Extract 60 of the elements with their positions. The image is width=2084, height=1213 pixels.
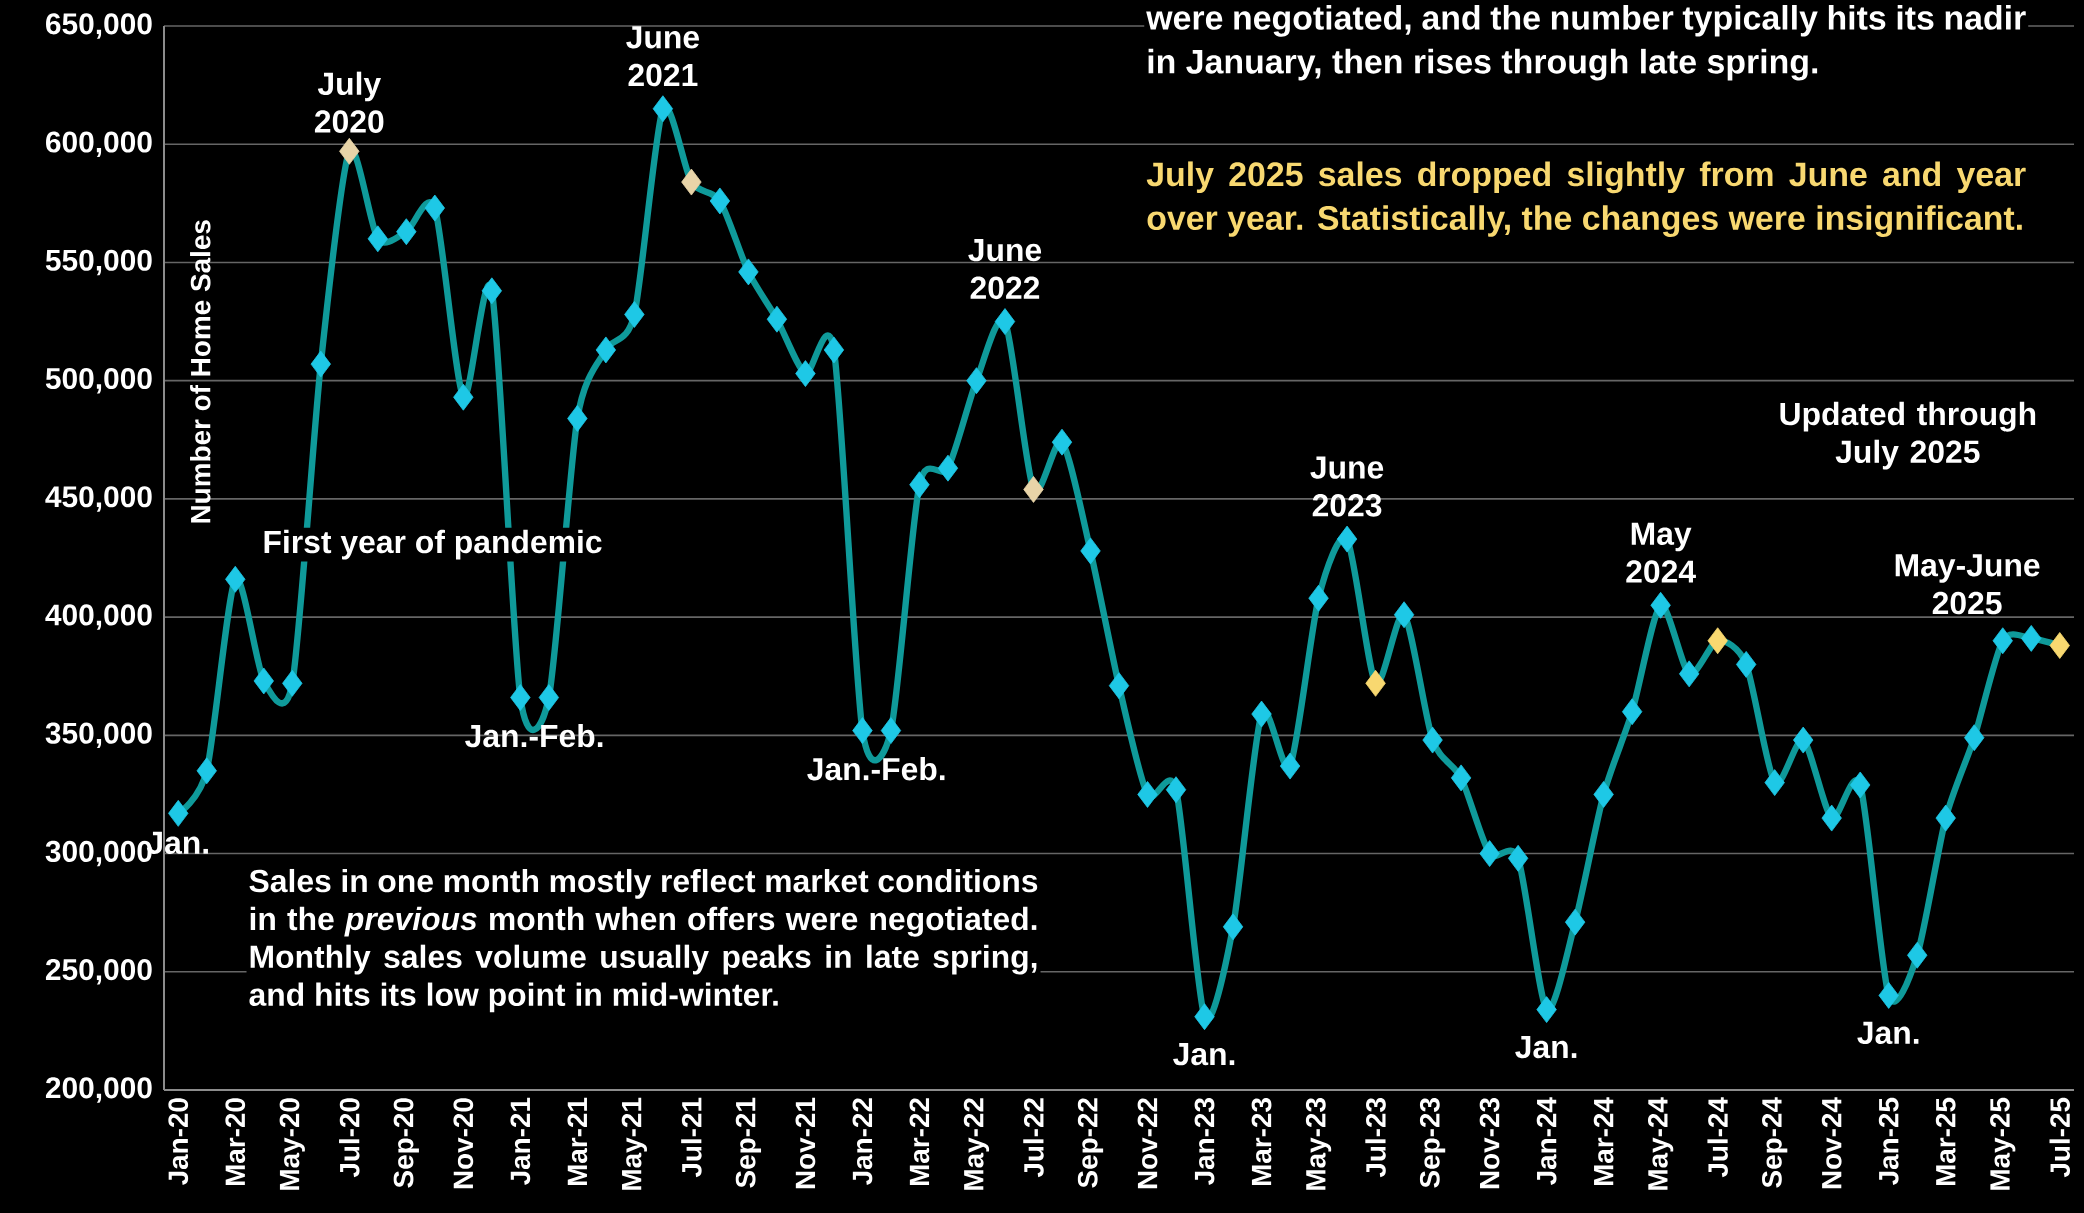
annotation: Jan. (1515, 1036, 1577, 1059)
x-tick-label: Sep-22 (1077, 1098, 1104, 1188)
x-tick-label: Jul-22 (1023, 1098, 1044, 1178)
y-tick-label: 600,000 (46, 131, 152, 157)
x-tick-label: Sep-21 (735, 1097, 762, 1188)
x-tick-label: Nov-23 (1479, 1098, 1500, 1189)
y-axis-title: Number of Home Sales (190, 220, 211, 523)
annotation: July 2020 (314, 71, 384, 133)
x-tick-label: Nov-20 (453, 1098, 474, 1189)
y-tick-label: 250,000 (45, 959, 152, 985)
x-tick-label: Jul-23 (1365, 1098, 1386, 1178)
y-tick-label: 550,000 (45, 249, 152, 276)
x-tick-label: May-23 (1305, 1098, 1332, 1190)
x-tick-label: Mar-23 (1251, 1098, 1272, 1186)
x-tick-label: Mar-25 (1935, 1097, 1956, 1186)
x-tick-label: Nov-24 (1821, 1097, 1842, 1189)
annotation: May 2024 (1626, 522, 1696, 583)
x-tick-label: May-21 (621, 1097, 647, 1190)
annotation: Jan.-Feb. (807, 757, 945, 781)
x-tick-label: Mar-20 (225, 1098, 246, 1186)
x-tick-label: Sep-23 (1419, 1098, 1446, 1188)
annotation: Jan. (1173, 1043, 1235, 1066)
x-tick-label: May-24 (1647, 1097, 1674, 1190)
annotation: June 2021 (626, 26, 699, 87)
annotation: June 2023 (1310, 456, 1384, 517)
x-tick-label: May-25 (1990, 1097, 2016, 1190)
x-tick-label: May-20 (279, 1098, 305, 1190)
annotation: May-June 2025 (1895, 554, 2040, 615)
x-tick-label: Jan-25 (1878, 1097, 1899, 1185)
x-tick-label: Jan-20 (168, 1098, 189, 1185)
x-tick-label: Sep-20 (393, 1098, 419, 1188)
y-tick-label: 200,000 (45, 1077, 152, 1103)
x-tick-label: Jan-23 (1194, 1098, 1215, 1185)
x-tick-label: Sep-24 (1762, 1097, 1788, 1188)
x-tick-label: Jan-21 (510, 1097, 531, 1185)
y-tick-label: 650,000 (46, 13, 152, 39)
x-tick-label: Jul-24 (1707, 1097, 1728, 1178)
x-tick-label: Jan-22 (852, 1098, 873, 1185)
annotation: Updated through July 2025 (1780, 401, 2036, 470)
x-tick-label: Mar-22 (909, 1098, 930, 1186)
annotation: were negotiated, and the number typically hits its nadir in January, then rises through late spring. (1146, 5, 2026, 81)
x-tick-label: Jul-20 (339, 1098, 360, 1178)
x-tick-label: Mar-21 (567, 1097, 588, 1186)
annotation: First year of pandemic (264, 529, 602, 560)
x-tick-label: Nov-21 (795, 1097, 816, 1189)
x-tick-label: Jan-24 (1536, 1097, 1557, 1185)
annotation: July 2025 sales dropped slightly from June and year over year. Statistically, the changes were insignificant. (1146, 161, 2026, 237)
x-tick-label: Jul-21 (681, 1097, 702, 1178)
y-tick-label: 450,000 (45, 486, 152, 512)
annotation: Jan.-Feb. (465, 723, 603, 748)
annotation: June 2022 (968, 239, 1042, 300)
annotation: Jan. (1857, 1021, 1919, 1045)
x-tick-label: May-22 (963, 1098, 990, 1190)
x-tick-label: Jul-25 (2049, 1097, 2071, 1178)
annotation: Sales in one month mostly reflect market conditions in the previous month when offers were negotiated. Monthly sales volume usually peaks in late spring, and hits its low point in mid-winter. (249, 868, 1038, 1013)
y-tick-label: 350,000 (45, 722, 152, 749)
x-tick-label: Nov-22 (1137, 1098, 1158, 1189)
y-tick-label: 500,000 (45, 367, 152, 394)
x-tick-label: Mar-24 (1593, 1097, 1614, 1186)
y-tick-label: 400,000 (45, 604, 152, 630)
